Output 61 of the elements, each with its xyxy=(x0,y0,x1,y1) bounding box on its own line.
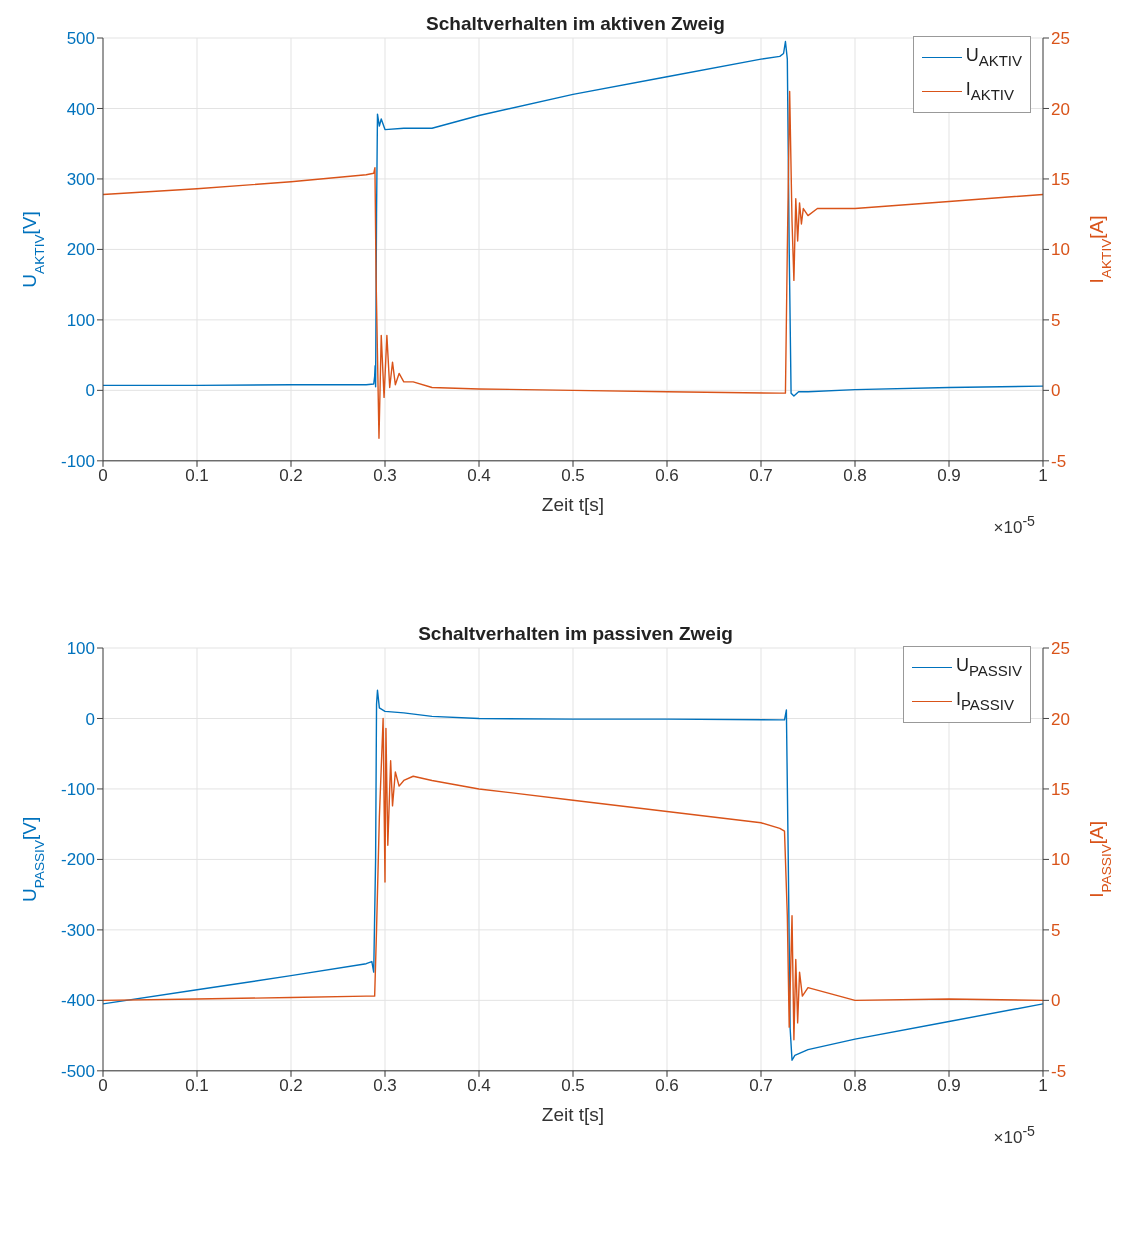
y2-tick-label: 20 xyxy=(1051,709,1070,729)
y-tick-label: 200 xyxy=(66,240,95,260)
x-tick-label: 0.7 xyxy=(749,1075,773,1095)
legend-label: U$_{PASSIV}$ xyxy=(955,654,1022,681)
y-tick-label: 0 xyxy=(85,709,95,729)
y-tick-label: 300 xyxy=(66,169,95,189)
legend-label: U$_{AKTIV}$ xyxy=(965,44,1022,71)
y2-tick-label: 5 xyxy=(1051,310,1061,330)
x-tick-label: 1 xyxy=(1038,465,1048,485)
y-tick-label: -500 xyxy=(60,1061,95,1081)
x-tick-label: 0.6 xyxy=(655,1075,679,1095)
y2-tick-label: -5 xyxy=(1051,451,1067,471)
y-tick-label: -100 xyxy=(60,451,95,471)
y2-tick-label: 25 xyxy=(1051,29,1070,49)
text: ×10$^{-5}$ xyxy=(993,1123,1035,1148)
y2-tick-label: 0 xyxy=(1051,991,1061,1011)
y-tick-label: 0 xyxy=(85,381,95,401)
y-tick-label: 400 xyxy=(66,99,95,119)
text: ×10$^{-5}$ xyxy=(993,513,1035,538)
y-tick-label: 100 xyxy=(66,639,95,659)
x-tick-label: 0.5 xyxy=(561,465,585,485)
y2-tick-label: 10 xyxy=(1051,240,1070,260)
x-axis-title: Zeit t[s] xyxy=(541,1103,605,1125)
x-tick-label: 0.8 xyxy=(843,465,867,485)
y2-tick-label: 25 xyxy=(1051,639,1070,659)
legend-label: I$_{PASSIV}$ xyxy=(955,687,1015,715)
x-tick-label: 0.8 xyxy=(843,1075,867,1095)
x-tick-label: 0.3 xyxy=(373,1075,397,1095)
x-tick-label: 0.2 xyxy=(279,465,303,485)
y-tick-label: 100 xyxy=(66,310,95,330)
x-tick-label: 0.1 xyxy=(185,1075,209,1095)
y-tick-label: 500 xyxy=(66,29,95,49)
y-tick-label: -200 xyxy=(60,850,95,870)
chart-title: Schaltverhalten im passiven Zweig xyxy=(418,623,733,644)
x-tick-label: 0.3 xyxy=(373,465,397,485)
chart-title: Schaltverhalten im aktiven Zweig xyxy=(426,13,725,34)
y-tick-label: -100 xyxy=(60,779,95,799)
y2-tick-label: 15 xyxy=(1051,779,1070,799)
x-tick-label: 0 xyxy=(98,465,108,485)
y2-tick-label: -5 xyxy=(1051,1061,1067,1081)
y2-tick-label: 20 xyxy=(1051,99,1070,119)
x-tick-label: 0.4 xyxy=(467,1075,491,1095)
legend-label: I$_{AKTIV}$ xyxy=(965,77,1015,105)
x-tick-label: 0.9 xyxy=(937,465,961,485)
y-tick-label: -400 xyxy=(60,991,95,1011)
x-tick-label: 0.5 xyxy=(561,1075,585,1095)
x-tick-label: 0.1 xyxy=(185,465,209,485)
y-tick-label: -300 xyxy=(60,920,95,940)
x-tick-label: 1 xyxy=(1038,1075,1048,1095)
x-tick-label: 0.9 xyxy=(937,1075,961,1095)
y2-tick-label: 10 xyxy=(1051,850,1070,870)
x-tick-label: 0.4 xyxy=(467,465,491,485)
x-tick-label: 0.6 xyxy=(655,465,679,485)
line-series xyxy=(103,90,1043,439)
x-tick-label: 0.7 xyxy=(749,465,773,485)
x-tick-label: 0.2 xyxy=(279,1075,303,1095)
y2-tick-label: 0 xyxy=(1051,381,1061,401)
x-axis-title: Zeit t[s] xyxy=(541,493,605,515)
x-tick-label: 0 xyxy=(98,1075,108,1095)
y2-tick-label: 15 xyxy=(1051,169,1070,189)
y2-tick-label: 5 xyxy=(1051,920,1061,940)
